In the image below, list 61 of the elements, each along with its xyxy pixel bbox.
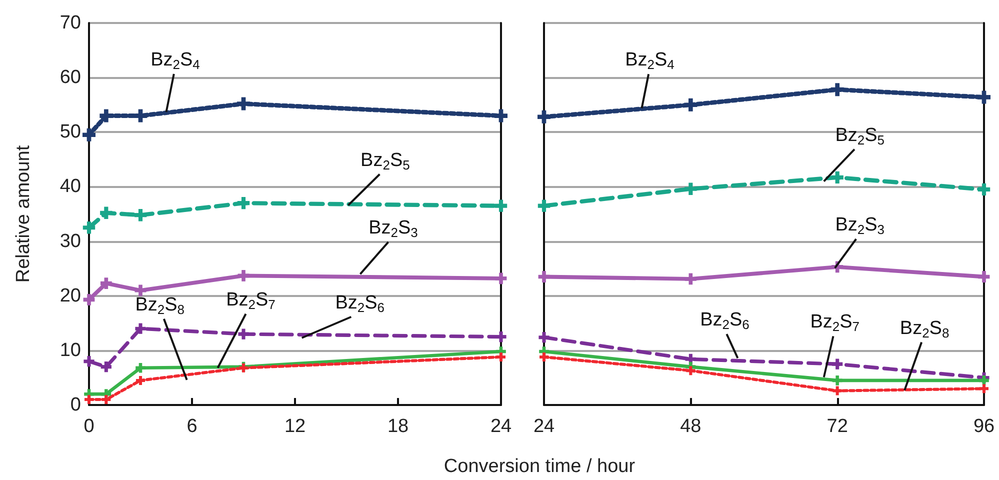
- y-tick-label: 40: [60, 176, 81, 198]
- y-tick-label: 50: [60, 122, 81, 143]
- point: [832, 358, 843, 370]
- point: [496, 352, 506, 362]
- point: [538, 110, 550, 124]
- x-tick-label: 24: [490, 416, 512, 437]
- point: [684, 98, 698, 112]
- point: [136, 376, 145, 385]
- point: [538, 200, 550, 212]
- point: [540, 352, 548, 362]
- point: [102, 395, 111, 404]
- point: [82, 222, 96, 234]
- x-tick-label: 12: [284, 416, 306, 437]
- point: [134, 284, 146, 296]
- x-tick-label: 96: [973, 416, 995, 437]
- y-tick-label: 30: [60, 230, 81, 252]
- point: [684, 273, 696, 285]
- point: [84, 356, 94, 367]
- point: [830, 83, 844, 96]
- y-tick-label: 60: [60, 67, 81, 88]
- point: [100, 109, 113, 122]
- point: [100, 206, 112, 220]
- y-tick-label: 0: [70, 394, 81, 416]
- point: [134, 208, 147, 222]
- point: [84, 395, 94, 404]
- point: [238, 270, 250, 282]
- point: [831, 171, 844, 184]
- point: [980, 384, 988, 394]
- y-tick-label: 10: [60, 340, 81, 361]
- point: [978, 183, 990, 196]
- point: [494, 200, 508, 212]
- point: [82, 128, 96, 142]
- point: [136, 362, 146, 373]
- point: [237, 196, 250, 210]
- point: [978, 271, 990, 282]
- point: [538, 271, 550, 282]
- y-tick-label: 20: [60, 285, 81, 306]
- x-tick-label: 24: [533, 416, 555, 437]
- point: [237, 97, 250, 110]
- x-axis-title: Conversion time / hour: [442, 456, 636, 478]
- point: [83, 294, 95, 306]
- point: [832, 386, 842, 396]
- point: [100, 278, 112, 290]
- point: [686, 366, 696, 376]
- x-tick-label: 72: [826, 416, 848, 437]
- point: [100, 362, 112, 372]
- point: [538, 332, 550, 343]
- point: [238, 328, 249, 340]
- point: [832, 376, 842, 386]
- y-axis-title: Relative amount: [13, 144, 34, 283]
- x-tick-label: 0: [84, 416, 94, 437]
- x-tick-label: 48: [680, 416, 702, 437]
- point: [134, 109, 147, 122]
- point: [135, 323, 146, 334]
- point: [494, 109, 508, 122]
- y-tick-label: 70: [60, 12, 81, 34]
- x-tick-label: 6: [186, 416, 198, 437]
- x-tick-label: 18: [387, 416, 409, 437]
- point: [495, 272, 507, 284]
- point: [684, 182, 697, 195]
- point: [978, 90, 990, 104]
